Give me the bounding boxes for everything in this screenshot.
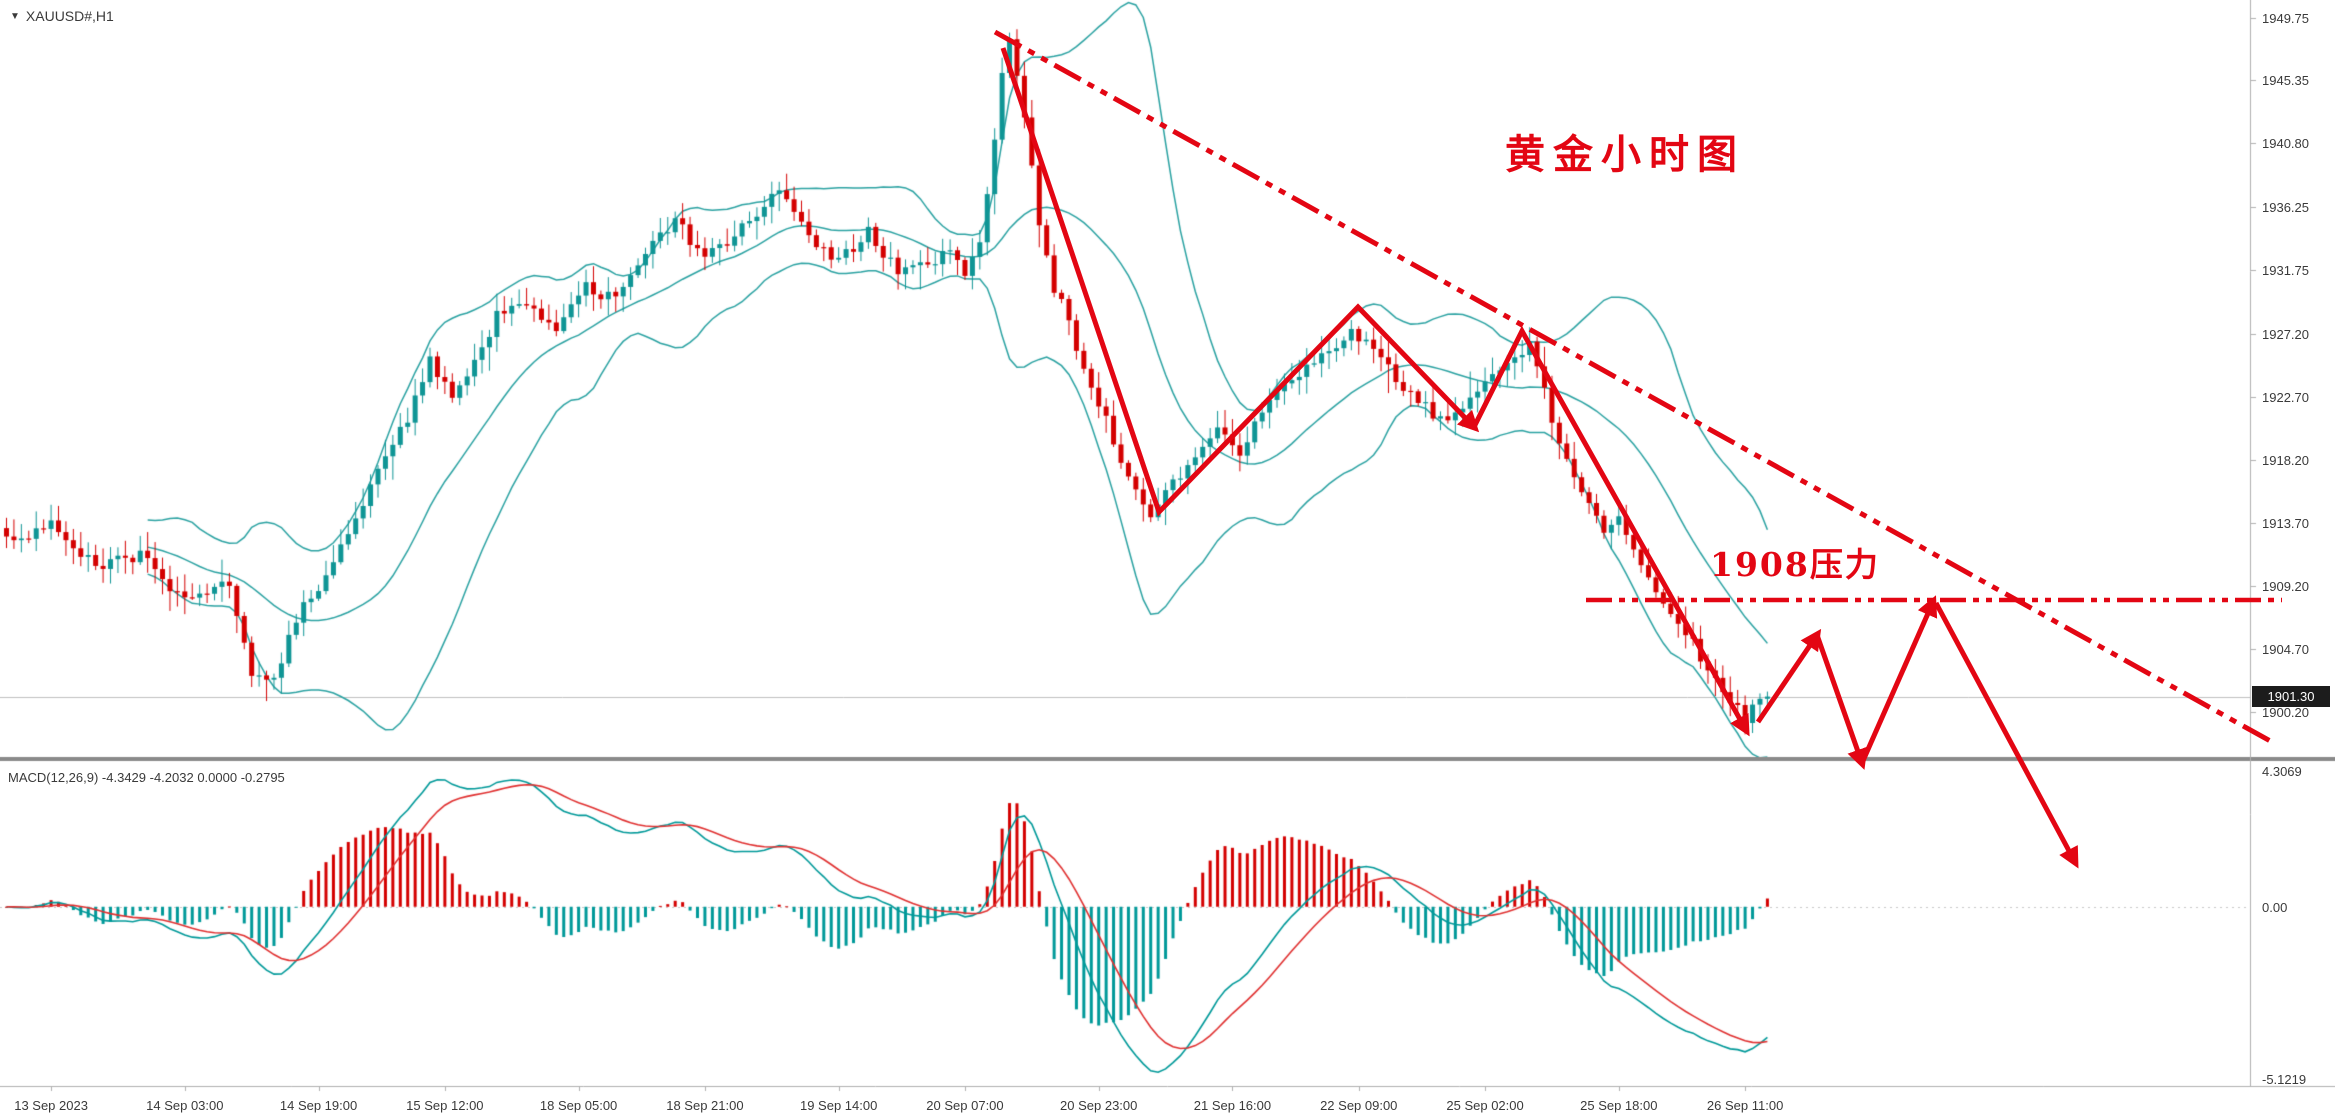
symbol-timeframe-label: ▼ XAUUSD#,H1 <box>10 8 114 24</box>
time-axis-label: 26 Sep 11:00 <box>1706 1098 1784 1113</box>
time-axis-label: 25 Sep 18:00 <box>1580 1098 1658 1113</box>
price-axis-label: 1931.75 <box>2262 263 2309 279</box>
time-axis-label: 22 Sep 09:00 <box>1320 1098 1398 1113</box>
macd-scale-max: 4.3069 <box>2262 764 2302 779</box>
price-axis-label: 1913.70 <box>2262 515 2309 531</box>
price-axis-label: 1949.75 <box>2262 10 2309 26</box>
time-axis-label: 19 Sep 14:00 <box>799 1098 878 1113</box>
time-axis-label: 14 Sep 03:00 <box>146 1098 224 1113</box>
price-axis-label: 1900.20 <box>2262 704 2309 720</box>
price-axis-label: 1918.20 <box>2262 452 2309 468</box>
price-axis-label: 1945.35 <box>2262 72 2309 88</box>
chart-dropdown-icon: ▼ <box>10 10 20 22</box>
annotation-resistance-label: 1908压力 <box>1710 545 1880 584</box>
time-axis-label: 13 Sep 2023 <box>14 1098 88 1113</box>
time-axis-label: 20 Sep 23:00 <box>1060 1098 1138 1113</box>
current-price-badge: 1901.30 <box>2252 686 2330 708</box>
price-axis-label: 1936.25 <box>2262 200 2309 215</box>
time-axis-label: 15 Sep 12:00 <box>406 1098 484 1113</box>
price-axis-label: 1904.70 <box>2262 641 2309 657</box>
time-axis-label: 18 Sep 21:00 <box>666 1098 744 1113</box>
time-axis-label: 25 Sep 02:00 <box>1446 1098 1524 1113</box>
macd-indicator-label: MACD(12,26,9) -4.3429 -4.2032 0.0000 -0.… <box>8 770 285 785</box>
macd-scale-zero: 0.00 <box>2262 899 2288 915</box>
price-axis-label: 1927.20 <box>2262 326 2309 342</box>
time-axis-label: 20 Sep 07:00 <box>926 1098 1004 1113</box>
annotation-chart-title: 黄金小时图 <box>1505 131 1745 178</box>
symbol-label-text: XAUUSD#,H1 <box>25 8 114 24</box>
time-axis-label: 14 Sep 19:00 <box>279 1098 358 1113</box>
price-axis-label: 1922.70 <box>2262 389 2309 405</box>
time-axis-label: 21 Sep 16:00 <box>1193 1098 1272 1113</box>
price-axis-label: 1909.20 <box>2262 578 2309 594</box>
macd-scale-min: -5.1219 <box>2262 1072 2307 1087</box>
time-axis-label: 18 Sep 05:00 <box>539 1098 618 1113</box>
price-axis-label: 1940.80 <box>2262 136 2309 152</box>
